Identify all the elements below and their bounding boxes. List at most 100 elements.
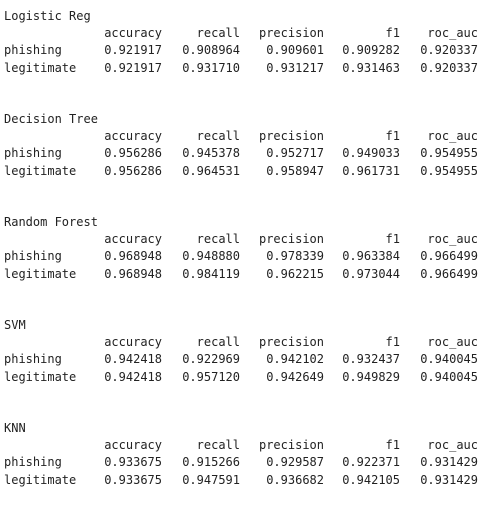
table-cell: 0.940045 — [420, 369, 478, 384]
table-row: legitimate 0.921917 0.931710 0.931217 0.9314… — [4, 60, 496, 77]
table-cell: 0.933675 — [104, 455, 162, 470]
column-header: roc_auc — [427, 335, 478, 350]
row-label: legitimate — [4, 60, 77, 75]
table-cell: 0.966499 — [420, 249, 478, 264]
table-cell: 0.922969 — [182, 352, 240, 367]
table-cell: 0.921917 — [104, 60, 162, 75]
table-cell: 0.954955 — [420, 146, 478, 161]
table-cell: 0.952717 — [266, 146, 324, 161]
table-cell: 0.954955 — [420, 163, 478, 178]
table-cell: 0.942105 — [342, 472, 400, 487]
column-header: accuracy — [104, 335, 162, 350]
table-cell: 0.931463 — [342, 60, 400, 75]
row-label: phishing — [4, 455, 62, 470]
table-cell: 0.947591 — [182, 472, 240, 487]
column-header: recall — [196, 335, 240, 350]
column-header: f1 — [385, 129, 400, 144]
column-header: roc_auc — [427, 26, 478, 41]
table-cell: 0.942102 — [266, 352, 324, 367]
column-header: recall — [196, 438, 240, 453]
column-header: f1 — [385, 438, 400, 453]
table-header: accuracy recall precision f1 roc_auc — [4, 128, 496, 145]
model-title: SVM — [4, 318, 26, 332]
table-row: phishing 0.956286 0.945378 0.952717 0.949033… — [4, 145, 496, 162]
column-header: accuracy — [104, 26, 162, 41]
table-row: legitimate 0.956286 0.964531 0.958947 0.9617… — [4, 163, 496, 180]
column-header: roc_auc — [427, 438, 478, 453]
table-row: legitimate 0.933675 0.947591 0.936682 0.9421… — [4, 472, 496, 489]
table-cell: 0.929587 — [266, 455, 324, 470]
table-cell: 0.909601 — [266, 43, 324, 58]
table-header: accuracy recall precision f1 roc_auc — [4, 437, 496, 454]
column-header: precision — [258, 26, 324, 41]
model-block: Logistic Reg accuracy recall precision f1 roc… — [4, 8, 496, 77]
table-cell: 0.968948 — [104, 266, 162, 281]
table-cell: 0.931429 — [420, 472, 478, 487]
column-header: precision — [258, 335, 324, 350]
column-header: precision — [258, 438, 324, 453]
table-row: phishing 0.968948 0.948880 0.978339 0.963384… — [4, 248, 496, 265]
table-header: accuracy recall precision f1 roc_auc — [4, 231, 496, 248]
table-cell: 0.942418 — [104, 352, 162, 367]
table-cell: 0.940045 — [420, 352, 478, 367]
table-cell: 0.962215 — [266, 266, 324, 281]
column-header: accuracy — [104, 438, 162, 453]
table-cell: 0.968948 — [104, 249, 162, 264]
row-label: legitimate — [4, 163, 77, 178]
table-cell: 0.961731 — [342, 163, 400, 178]
table-cell: 0.909282 — [342, 43, 400, 58]
model-block: Decision Tree accuracy recall precision f1 ro… — [4, 111, 496, 180]
model-block: Random Forest accuracy recall precision f1 ro… — [4, 214, 496, 283]
table-cell: 0.958947 — [266, 163, 324, 178]
table-cell: 0.948880 — [182, 249, 240, 264]
table-cell: 0.957120 — [182, 369, 240, 384]
model-title: KNN — [4, 421, 26, 435]
table-cell: 0.978339 — [266, 249, 324, 264]
column-header: accuracy — [104, 232, 162, 247]
column-header: recall — [196, 26, 240, 41]
table-cell: 0.949033 — [342, 146, 400, 161]
table-cell: 0.945378 — [182, 146, 240, 161]
table-header: accuracy recall precision f1 roc_auc — [4, 334, 496, 351]
table-cell: 0.931217 — [266, 60, 324, 75]
column-header: f1 — [385, 335, 400, 350]
table-cell: 0.921917 — [104, 43, 162, 58]
table-cell: 0.931710 — [182, 60, 240, 75]
row-label: phishing — [4, 43, 62, 58]
table-cell: 0.964531 — [182, 163, 240, 178]
table-cell: 0.933675 — [104, 472, 162, 487]
table-cell: 0.908964 — [182, 43, 240, 58]
table-header: accuracy recall precision f1 roc_auc — [4, 25, 496, 42]
table-row: legitimate 0.968948 0.984119 0.962215 0.9730… — [4, 266, 496, 283]
table-cell: 0.949829 — [342, 369, 400, 384]
table-cell: 0.966499 — [420, 266, 478, 281]
column-header: f1 — [385, 232, 400, 247]
table-cell: 0.956286 — [104, 146, 162, 161]
column-header: accuracy — [104, 129, 162, 144]
table-cell: 0.942649 — [266, 369, 324, 384]
table-cell: 0.932437 — [342, 352, 400, 367]
table-cell: 0.984119 — [182, 266, 240, 281]
table-cell: 0.936682 — [266, 472, 324, 487]
model-title: Logistic Reg — [4, 9, 91, 23]
table-cell: 0.942418 — [104, 369, 162, 384]
table-row: phishing 0.921917 0.908964 0.909601 0.909282… — [4, 42, 496, 59]
table-cell: 0.920337 — [420, 60, 478, 75]
row-label: phishing — [4, 352, 62, 367]
row-label: phishing — [4, 249, 62, 264]
column-header: precision — [258, 232, 324, 247]
model-title: Decision Tree — [4, 112, 98, 126]
row-label: legitimate — [4, 369, 77, 384]
column-header: roc_auc — [427, 129, 478, 144]
table-cell: 0.920337 — [420, 43, 478, 58]
table-cell: 0.973044 — [342, 266, 400, 281]
table-cell: 0.956286 — [104, 163, 162, 178]
table-cell: 0.963384 — [342, 249, 400, 264]
row-label: legitimate — [4, 472, 77, 487]
row-label: phishing — [4, 146, 62, 161]
table-row: phishing 0.942418 0.922969 0.942102 0.932437… — [4, 351, 496, 368]
column-header: recall — [196, 129, 240, 144]
table-cell: 0.915266 — [182, 455, 240, 470]
column-header: f1 — [385, 26, 400, 41]
